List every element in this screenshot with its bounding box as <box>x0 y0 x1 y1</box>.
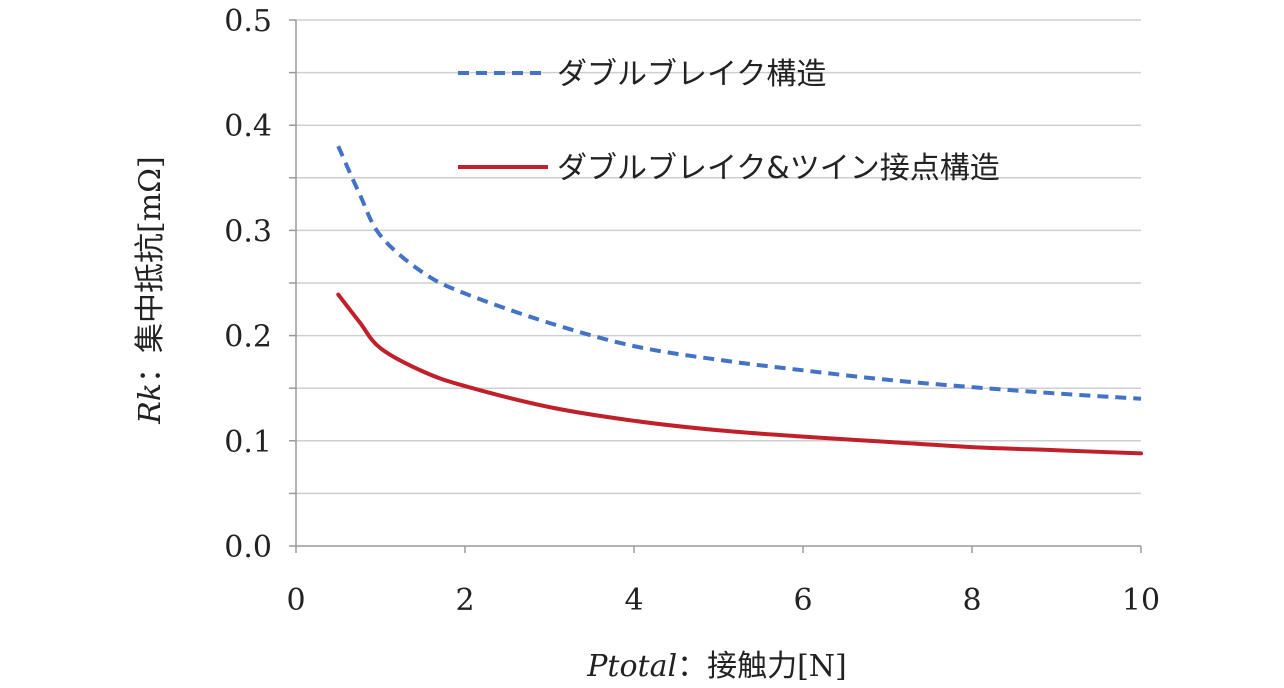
x-tick-label: 10 <box>1122 583 1160 618</box>
y-axis-label-rest: ：集中抵抗[mΩ] <box>133 156 168 383</box>
x-axis-label-italic: Ptotal <box>586 649 677 684</box>
series-line-2 <box>336 292 1143 456</box>
axes <box>289 19 1142 553</box>
x-axis-label-rest: ：接触力[N] <box>677 649 847 684</box>
y-tick-label: 0.1 <box>224 425 272 460</box>
series-lines <box>336 145 1143 456</box>
y-tick-label: 0.4 <box>224 109 272 144</box>
y-tick-label: 0.0 <box>224 530 272 565</box>
y-tick-label: 0.5 <box>224 4 272 39</box>
y-tick-label: 0.3 <box>224 214 272 249</box>
x-tick-label: 4 <box>624 583 643 618</box>
x-tick-label: 6 <box>793 583 812 618</box>
grid <box>296 19 1141 495</box>
x-tick-label: 2 <box>455 583 474 618</box>
x-tick-label: 0 <box>286 583 305 618</box>
tick-labels: 0.0 0.1 0.2 0.3 0.4 0.5 0 2 4 6 8 10 <box>224 4 1160 618</box>
y-tick-label: 0.2 <box>224 320 272 355</box>
legend-label-1: ダブルブレイク構造 <box>557 57 826 92</box>
x-tick-label: 8 <box>962 583 981 618</box>
legend-label-2: ダブルブレイク&ツイン接点構造 <box>557 151 1000 186</box>
y-axis-label-italic: Rk <box>133 383 168 425</box>
y-axis-label: Rk：集中抵抗[mΩ] <box>133 156 168 425</box>
x-axis-label: Ptotal：接触力[N] <box>586 649 847 684</box>
series-line-1 <box>336 145 1142 401</box>
